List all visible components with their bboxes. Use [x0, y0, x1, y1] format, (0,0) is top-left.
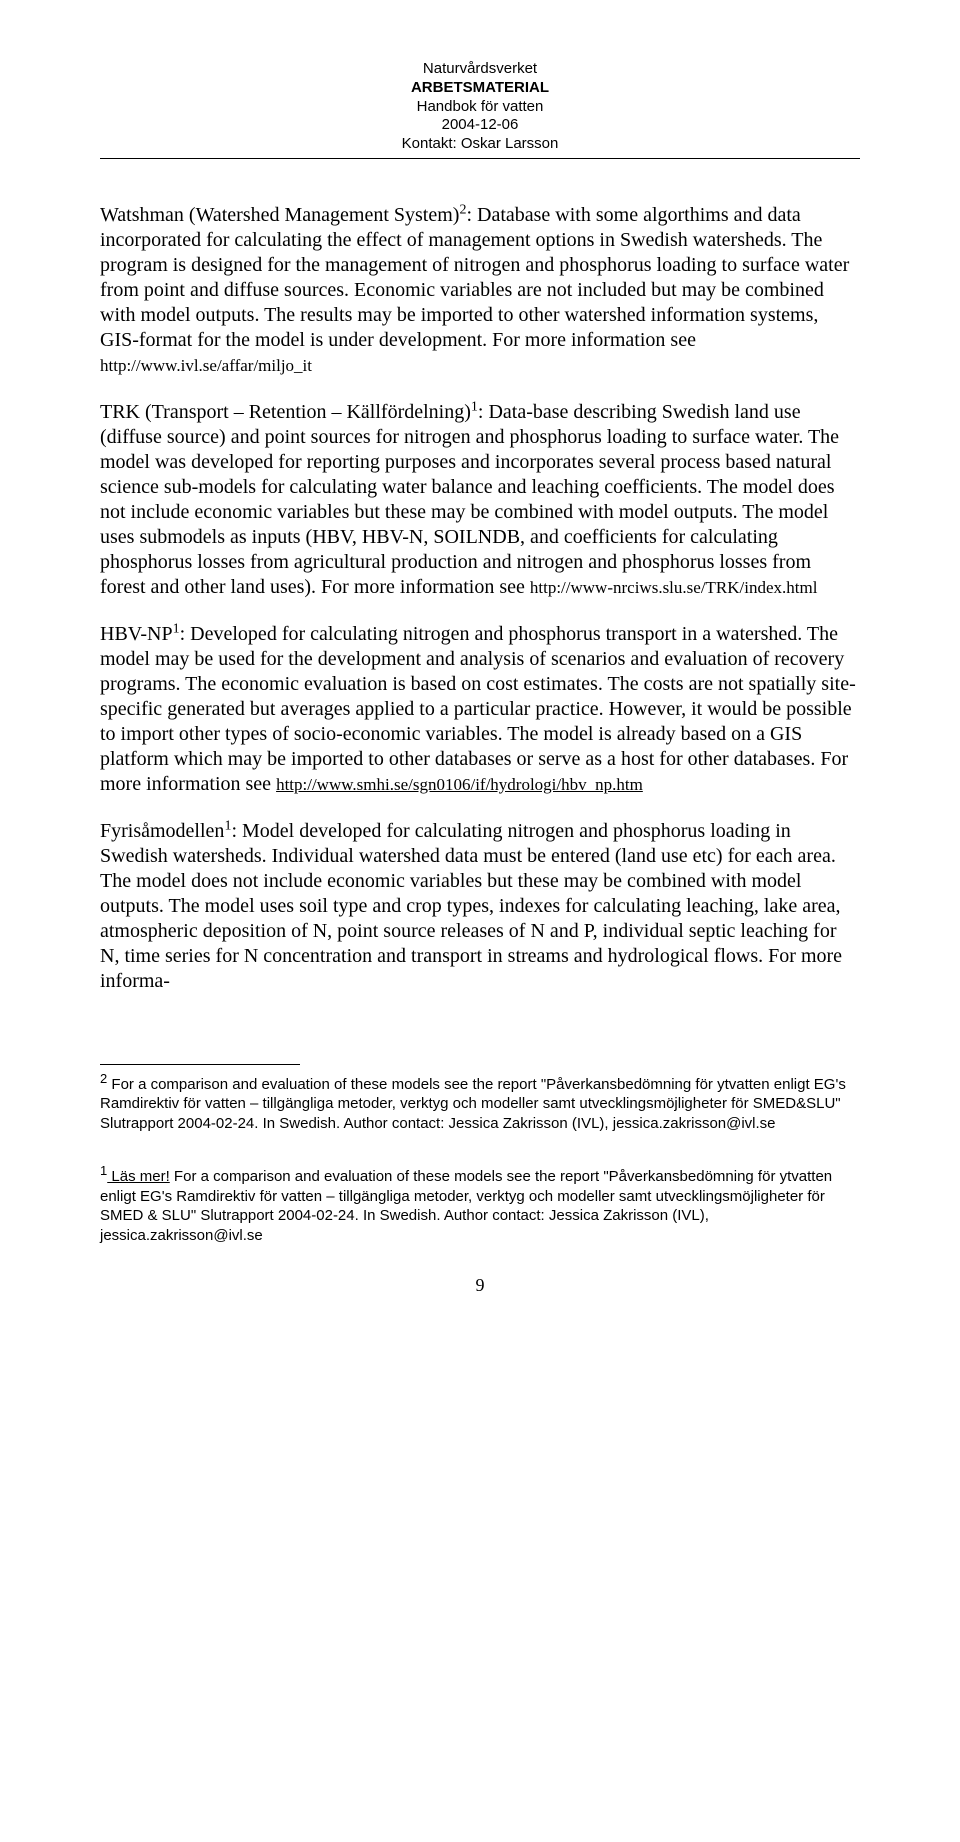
header-contact: Kontakt: Oskar Larsson	[100, 135, 860, 154]
header-title: ARBETSMATERIAL	[100, 79, 860, 98]
paragraph-trk: TRK (Transport – Retention – Källfördeln…	[100, 400, 860, 600]
page-number: 9	[100, 1275, 860, 1296]
footnote-separator	[100, 1064, 300, 1065]
model-name: Watshman (Watershed Management System)	[100, 204, 459, 226]
paragraph-watshman: Watshman (Watershed Management System)2:…	[100, 203, 860, 378]
model-name: Fyrisåmodellen	[100, 820, 224, 842]
url-text: http://www-nrciws.slu.se/TRK/index.html	[530, 578, 818, 597]
header-subtitle: Handbok för vatten	[100, 98, 860, 117]
document-page: Naturvårdsverket ARBETSMATERIAL Handbok …	[0, 0, 960, 1336]
footnote-2: 2 For a comparison and evaluation of the…	[100, 1071, 860, 1134]
header-org: Naturvårdsverket	[100, 60, 860, 79]
model-name: HBV-NP	[100, 623, 173, 645]
footnote-ref-1: 1	[471, 399, 478, 414]
paragraph-text: : Data-base describing Swedish land use …	[100, 401, 839, 598]
footnote-ref-1: 1	[173, 621, 180, 636]
footnote-text: For a comparison and evaluation of these…	[100, 1168, 832, 1244]
paragraph-fyrisa: Fyrisåmodellen1: Model developed for cal…	[100, 819, 860, 994]
page-header: Naturvårdsverket ARBETSMATERIAL Handbok …	[100, 60, 860, 159]
url-text: http://www.ivl.se/affar/miljo_it	[100, 356, 312, 375]
footnote-text: For a comparison and evaluation of these…	[100, 1076, 846, 1132]
footnote-1: 1 Läs mer! For a comparison and evaluati…	[100, 1163, 860, 1245]
header-date: 2004-12-06	[100, 116, 860, 135]
las-mer-link: Läs mer!	[107, 1168, 170, 1185]
paragraph-text: : Developed for calculating nitrogen and…	[100, 623, 856, 795]
model-name: TRK (Transport – Retention – Källfördeln…	[100, 401, 471, 423]
url-link[interactable]: http://www.smhi.se/sgn0106/if/hydrologi/…	[276, 775, 643, 794]
paragraph-hbvnp: HBV-NP1: Developed for calculating nitro…	[100, 622, 860, 797]
paragraph-text: : Model developed for calculating nitrog…	[100, 820, 842, 992]
